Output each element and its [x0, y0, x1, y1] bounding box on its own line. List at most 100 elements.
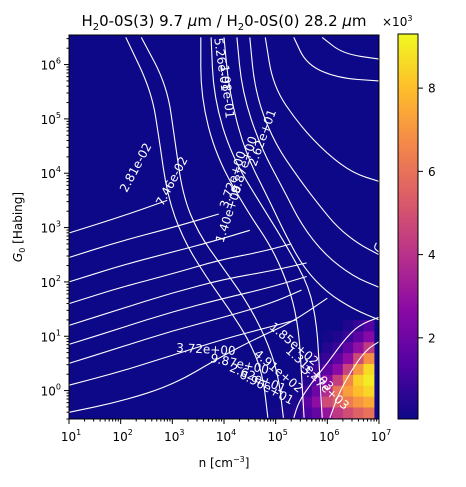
contour-line [68, 199, 168, 234]
heat-cell [322, 374, 334, 386]
colorbar-ticks: 2 4 6 8 [418, 82, 436, 345]
heat-cell [322, 363, 334, 375]
contour-line [329, 341, 380, 418]
heat-cell [353, 406, 365, 419]
tick-label: 105 [267, 428, 287, 444]
heat-cell [353, 374, 365, 386]
heat-cell [363, 319, 375, 332]
tick-label: 104 [216, 428, 236, 444]
heat-cell [342, 385, 354, 397]
contour-line [210, 37, 323, 418]
heat-cell [291, 406, 303, 419]
heat-cell [332, 341, 344, 354]
tick-label: 103 [164, 428, 184, 444]
contour-label: 3.72e+00 [176, 341, 236, 358]
heat-cell [342, 374, 354, 386]
tick-label: 106 [41, 57, 61, 73]
heat-cell [311, 406, 323, 419]
heat-cell [311, 385, 323, 397]
heat-cell [363, 341, 375, 354]
contour-line [236, 37, 380, 288]
contour-line [68, 289, 302, 364]
heat-cell [332, 385, 344, 397]
heat-cell [332, 330, 344, 343]
heat-cell [363, 363, 375, 375]
heat-cell [301, 363, 313, 375]
contour-line [68, 213, 219, 259]
x-axis-label: n [cm−3] [199, 455, 250, 470]
tick-label: 105 [41, 111, 61, 127]
heat-cell [301, 374, 313, 386]
heat-cell [342, 352, 354, 365]
contour-line [68, 229, 250, 283]
contour-line [68, 297, 328, 413]
contour-line [125, 37, 269, 418]
heat-cell [322, 396, 334, 408]
heat-cell [301, 396, 313, 408]
heat-cell [311, 396, 323, 408]
x-axis: 101 102 103 104 105 106 107 [61, 419, 391, 444]
heat-cell [363, 374, 375, 386]
colorbar-tick-label: 4 [428, 248, 436, 262]
heat-cell [342, 341, 354, 354]
contour-line [249, 37, 380, 256]
contour-line [223, 37, 380, 321]
tick-label: 101 [61, 428, 81, 444]
contour-line [321, 36, 380, 60]
colorbar: 2 4 6 8 ×103 [382, 14, 436, 420]
colorbar-tick-label: 8 [428, 82, 436, 96]
heat-cell [363, 330, 375, 343]
y-axis-label: G0 [Habing] [11, 192, 27, 262]
colorbar-gradient [397, 33, 419, 420]
colorbar-tick-label: 2 [428, 331, 436, 345]
heat-cell [332, 363, 344, 375]
heat-cell [363, 396, 375, 408]
heat-cell [332, 374, 344, 386]
contour-line [293, 316, 380, 418]
contour-line [140, 37, 284, 418]
heat-cell [353, 396, 365, 408]
plot-area: 2.81e-027.46e-025.26e-011.98e-019.87e+00… [68, 34, 380, 420]
heat-cell [291, 396, 303, 408]
colorbar-multiplier: ×103 [382, 14, 412, 29]
contour-line [68, 262, 307, 326]
heat-cell [353, 330, 365, 343]
tick-label: 102 [112, 428, 132, 444]
tick-label: 101 [41, 328, 61, 344]
y-axis: 100 101 102 103 104 105 106 [41, 38, 69, 420]
heat-cell [322, 352, 334, 365]
heat-cell [342, 319, 354, 332]
chart-title: H20-0S(3) 9.7 μm / H20-0S(0) 28.2 μm [81, 12, 366, 33]
heatmap-cells [270, 319, 375, 419]
contour-lines [68, 36, 380, 418]
heat-cell [280, 396, 292, 408]
heat-cell [353, 319, 365, 332]
heat-cell [322, 385, 334, 397]
heat-cell [342, 406, 354, 419]
heat-cell [342, 396, 354, 408]
heat-cell [311, 363, 323, 375]
heat-cell [363, 352, 375, 365]
tick-label: 104 [41, 165, 61, 181]
contour-line [264, 37, 380, 182]
contour-line [374, 242, 380, 253]
contour-line [68, 319, 297, 386]
heat-cell [322, 341, 334, 354]
contour-line [68, 243, 292, 305]
heat-cell [280, 406, 292, 419]
heat-cell [322, 406, 334, 419]
contour-label: 1.98e-01 [217, 64, 237, 119]
heat-cell [311, 374, 323, 386]
tick-label: 100 [41, 383, 61, 399]
heat-cell [322, 330, 334, 343]
tick-label: 102 [41, 274, 61, 290]
contour-line [68, 275, 307, 345]
heat-cell [363, 406, 375, 419]
heat-cell [301, 385, 313, 397]
heat-cell [353, 341, 365, 354]
heat-cell [270, 406, 282, 419]
colorbar-tick-label: 6 [428, 165, 436, 179]
heat-cell [363, 385, 375, 397]
